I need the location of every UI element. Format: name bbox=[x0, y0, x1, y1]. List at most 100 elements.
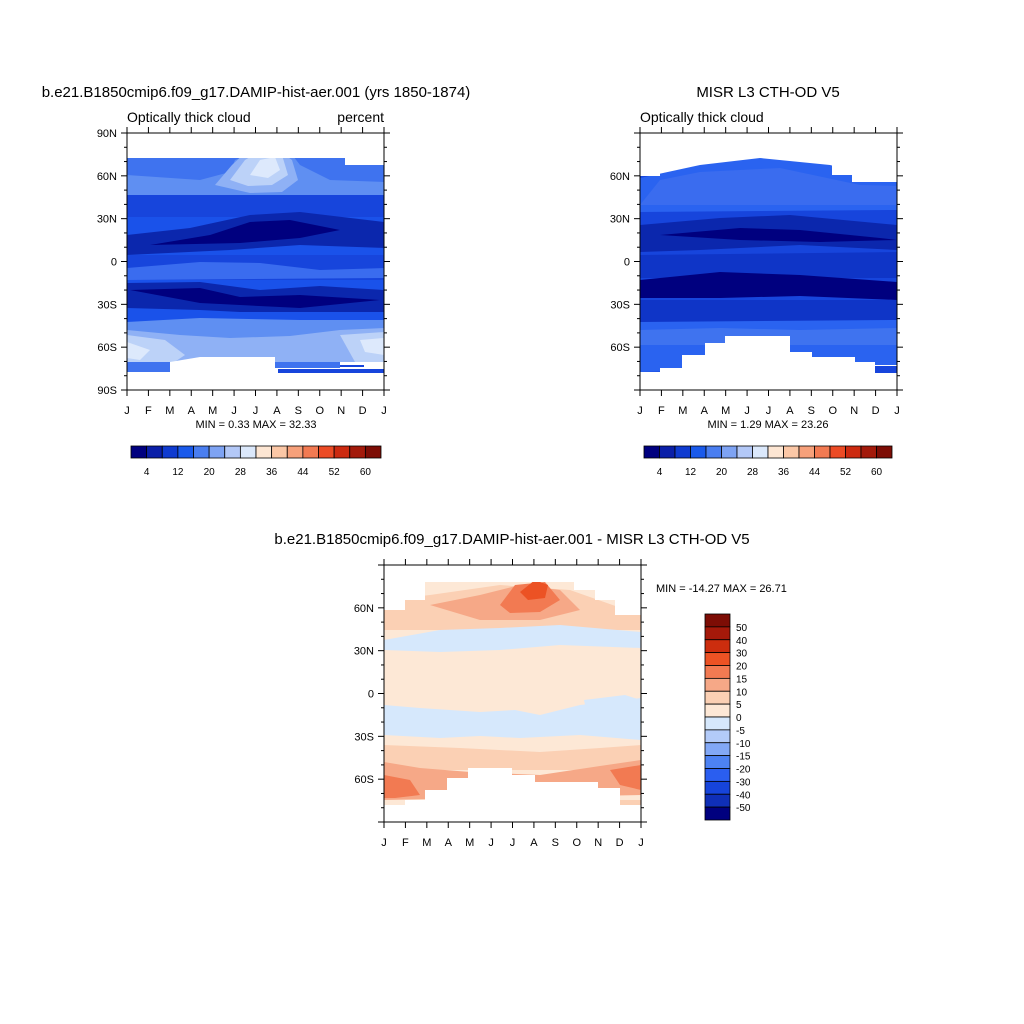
panel3-colorbar-swatch bbox=[704, 626, 731, 641]
panel1-month-label: O bbox=[315, 405, 324, 417]
panel2-colorbar-label: 4 bbox=[657, 467, 663, 478]
panel1-title: b.e21.B1850cmip6.f09_g17.DAMIP-hist-aer.… bbox=[42, 84, 471, 101]
panel1-colorbar-label: 28 bbox=[235, 467, 247, 478]
panel3-month-label: A bbox=[445, 837, 453, 849]
panel1-colorbar-label: 12 bbox=[172, 467, 184, 478]
panel2-colorbar-swatch bbox=[876, 445, 893, 459]
panel2-colorbar-swatch bbox=[767, 445, 784, 459]
panel2-month-label: M bbox=[721, 405, 730, 417]
panel3-colorbar-swatch bbox=[704, 780, 731, 795]
panel2-title: MISR L3 CTH-OD V5 bbox=[696, 84, 839, 101]
panel1-month-label: J bbox=[253, 405, 259, 417]
panel3-colorbar-label: 20 bbox=[736, 662, 748, 673]
panel2-month-label: A bbox=[786, 405, 794, 417]
panel1-lat-label: 60N bbox=[97, 171, 117, 183]
panel3-month-label: J bbox=[488, 837, 494, 849]
panel3-month-label: O bbox=[572, 837, 581, 849]
panel1-min-max: MIN = 0.33 MAX = 32.33 bbox=[195, 419, 316, 431]
panel1-lat-label: 0 bbox=[111, 257, 117, 269]
panel1-colorbar-swatch bbox=[349, 445, 366, 459]
panel3-title: b.e21.B1850cmip6.f09_g17.DAMIP-hist-aer.… bbox=[274, 531, 749, 548]
panel1-right-label: percent bbox=[337, 109, 384, 125]
panel2-colorbar-swatch bbox=[798, 445, 815, 459]
panel1-colorbar-swatch bbox=[161, 445, 179, 459]
panel3-month-label: S bbox=[552, 837, 559, 849]
panel1-left-label: Optically thick cloud bbox=[127, 109, 251, 125]
panel3-colorbar-label: 5 bbox=[736, 700, 742, 711]
panel2-lat-label: 30N bbox=[610, 214, 630, 226]
panel3-colorbar-swatch bbox=[704, 652, 731, 666]
panel2-colorbar-swatch bbox=[845, 445, 862, 459]
panel1-colorbar-label: 4 bbox=[144, 467, 150, 478]
panel2-colorbar-swatch bbox=[674, 445, 691, 459]
panel2-colorbar-swatch bbox=[860, 445, 877, 459]
panel2-colorbar-label: 28 bbox=[747, 467, 759, 478]
panel1-lat-label: 30S bbox=[97, 299, 117, 311]
panel3-colorbar-label: 50 bbox=[736, 623, 748, 634]
panel2-colorbar-swatch bbox=[690, 445, 707, 459]
panel2-month-label: M bbox=[678, 405, 687, 417]
panel3-colorbar-label: -15 bbox=[736, 752, 751, 763]
panel2-colorbar-swatch bbox=[814, 445, 831, 459]
panel3-colorbar-swatch bbox=[704, 768, 731, 782]
panel1-colorbar-swatch bbox=[193, 445, 210, 459]
panel1-colorbar-swatch bbox=[302, 445, 319, 459]
panel2-month-label: A bbox=[701, 405, 709, 417]
panel3-month-label: J bbox=[638, 837, 644, 849]
panel3-colorbar-swatch bbox=[704, 806, 731, 821]
panel2-month-label: J bbox=[894, 405, 900, 417]
panel1-month-label: F bbox=[145, 405, 152, 417]
panel3-min-max: MIN = -14.27 MAX = 26.71 bbox=[656, 583, 787, 595]
panel1-colorbar-swatch bbox=[333, 445, 351, 459]
panel1-lat-label: 60S bbox=[97, 342, 117, 354]
panel3-colorbar-label: -30 bbox=[736, 777, 751, 788]
panel2-colorbar-swatch bbox=[752, 445, 769, 459]
panel1-month-label: J bbox=[124, 405, 130, 417]
panel1-colorbar-swatch bbox=[255, 445, 273, 459]
panel2-colorbar-label: 20 bbox=[716, 467, 728, 478]
panel1-lat-label: 90N bbox=[97, 128, 117, 140]
panel1-colorbar-label: 36 bbox=[266, 467, 278, 478]
panel3-colorbar-swatch bbox=[704, 755, 731, 769]
panel3-contour-field bbox=[384, 565, 641, 822]
panel3-colorbar-label: 15 bbox=[736, 674, 748, 685]
panel1-month-label: J bbox=[231, 405, 237, 417]
panel2-month-label: O bbox=[828, 405, 837, 417]
panel3-colorbar-label: 10 bbox=[736, 687, 748, 698]
panel3-colorbar-swatch bbox=[704, 639, 731, 654]
panel2-lat-label: 60S bbox=[610, 342, 630, 354]
panel2-month-label: J bbox=[744, 405, 750, 417]
panel1-month-label: M bbox=[165, 405, 174, 417]
panel2-left-label: Optically thick cloud bbox=[640, 109, 764, 125]
panel2-month-label: N bbox=[850, 405, 858, 417]
panel2-month-label: D bbox=[872, 405, 880, 417]
panel1-colorbar-label: 60 bbox=[360, 467, 372, 478]
panel1-contour-field bbox=[127, 133, 384, 390]
panel1-colorbar-swatch bbox=[224, 445, 241, 459]
panel2-colorbar-swatch bbox=[721, 445, 738, 459]
panel1-colorbar-swatch bbox=[208, 445, 226, 459]
panel2-month-label: S bbox=[808, 405, 815, 417]
panel1-month-label: A bbox=[273, 405, 281, 417]
panel1-month-label: A bbox=[188, 405, 196, 417]
panel3-month-label: N bbox=[594, 837, 602, 849]
panel3-colorbar-label: -50 bbox=[736, 803, 751, 814]
panel3-lat-label: 60N bbox=[354, 603, 374, 615]
panel3-colorbar-swatch bbox=[704, 716, 731, 731]
panel2-lat-label: 60N bbox=[610, 171, 630, 183]
panel3-colorbar-label: 40 bbox=[736, 636, 748, 647]
panel3-month-label: J bbox=[381, 837, 387, 849]
panel2-month-label: J bbox=[637, 405, 643, 417]
panel2-colorbar-label: 12 bbox=[685, 467, 697, 478]
panel3-colorbar-label: -10 bbox=[736, 739, 751, 750]
panel1-colorbar-label: 20 bbox=[204, 467, 216, 478]
panel2-colorbar-label: 36 bbox=[778, 467, 790, 478]
panel1-colorbar-swatch bbox=[364, 445, 382, 459]
panel3-colorbar-label: -5 bbox=[736, 726, 745, 737]
panel3-colorbar-swatch bbox=[704, 690, 731, 705]
panel3-colorbar-swatch bbox=[704, 703, 731, 718]
panel2-month-label: J bbox=[766, 405, 772, 417]
panel2-colorbar: 4 12 20 28 36 44 52 60 bbox=[643, 445, 893, 478]
